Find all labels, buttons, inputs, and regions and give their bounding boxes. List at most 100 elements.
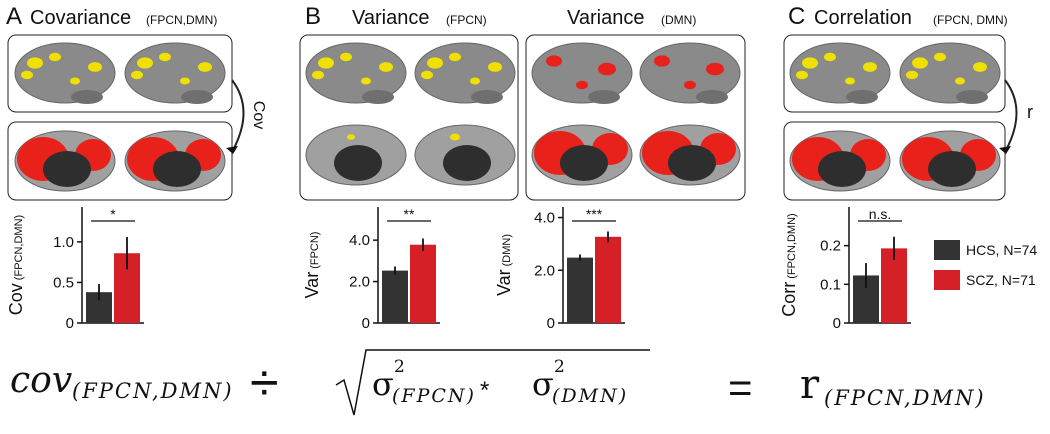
y-axis-label-sub: (FPCN,DMN)	[13, 215, 25, 280]
brain-core	[443, 145, 491, 181]
activation-blob	[340, 52, 352, 62]
panel-subtitle: (FPCN, DMN)	[933, 13, 1008, 27]
arrow-label: Cov	[250, 101, 267, 129]
activation-blob	[824, 52, 836, 62]
panel-subtitle: (FPCN)	[446, 13, 487, 27]
bar	[881, 248, 907, 323]
legend-label: SCZ, N=71	[966, 272, 1036, 288]
activation-blob	[546, 55, 562, 67]
significance-label: ***	[586, 206, 603, 222]
y-axis-label-main: Cov	[6, 283, 26, 315]
y-tick-label: 1.0	[53, 234, 74, 251]
legend: HCS, N=74 SCZ, N=71	[934, 240, 1037, 290]
activation-blob	[470, 77, 480, 85]
panel-letter: C	[788, 3, 805, 30]
brain-cerebellum	[846, 90, 878, 104]
activation-blob	[198, 62, 212, 72]
y-tick-label: 2.0	[534, 262, 555, 279]
activation-blob	[88, 62, 102, 72]
activation-blob	[863, 62, 877, 72]
brain-core	[668, 145, 716, 181]
panel-title: Correlation	[814, 7, 912, 29]
charts: 0 0.5 1.0 Cov (FPCN,DMN) * 0 2.0 4.0 Var (FPCN) ** 0…	[6, 206, 911, 332]
brain-cerebellum	[181, 90, 213, 104]
y-axis-label-sub: (FPCN)	[309, 232, 321, 269]
activation-blob	[421, 70, 433, 80]
formula-operator: *	[480, 377, 489, 404]
arrow	[231, 79, 245, 153]
image-boxes	[7, 34, 1018, 201]
activation-blob	[49, 52, 61, 62]
activation-blob	[137, 57, 153, 69]
brain-cerebellum	[696, 90, 728, 104]
panel-letter: A	[6, 3, 22, 30]
activation-blob	[21, 70, 33, 80]
arrow-head	[999, 146, 1011, 154]
activation-blob	[598, 62, 616, 76]
significance-label: n.s.	[869, 206, 892, 222]
y-axis-label: Var (FPCN)	[302, 232, 322, 299]
y-tick-label: 0.2	[820, 238, 841, 255]
image-box	[299, 34, 519, 201]
panel-subtitle: (FPCN,DMN)	[146, 13, 217, 27]
brain-core	[153, 151, 201, 187]
brain-cerebellum	[956, 90, 988, 104]
activation-blob	[70, 77, 80, 85]
y-axis-label-sub: (FPCN,DMN)	[786, 213, 798, 278]
panel-title: Covariance	[30, 7, 131, 29]
formula-subscript: (DMN)	[552, 385, 628, 407]
activation-blob	[318, 57, 334, 69]
y-axis-label-main: Var	[494, 269, 514, 296]
activation-blob	[706, 62, 724, 76]
activation-blob	[934, 52, 946, 62]
formula-superscript: 2	[554, 357, 565, 377]
y-tick-label: 0.1	[820, 276, 841, 293]
y-axis-label-main: Var	[302, 272, 322, 299]
activation-blob	[449, 52, 461, 62]
formula-operator: ÷	[250, 354, 279, 412]
activation-blob	[845, 77, 855, 85]
bar	[595, 236, 621, 323]
y-tick-label: 2.0	[349, 274, 370, 291]
formula-superscript: 2	[394, 357, 405, 377]
panel-title: Variance	[567, 7, 644, 29]
activation-blob	[955, 77, 965, 85]
sqrt-sign	[335, 349, 650, 416]
image-box	[7, 121, 233, 201]
brain-lateral	[414, 42, 516, 104]
brain-lateral	[789, 42, 891, 104]
brain-images	[14, 42, 1001, 192]
brain-cerebellum	[71, 90, 103, 104]
y-tick-label: 0	[362, 315, 370, 332]
y-axis-label: Corr (FPCN,DMN)	[779, 213, 799, 316]
activation-blob	[361, 77, 371, 85]
formula-term: σ	[532, 365, 554, 403]
y-tick-label: 0	[833, 315, 841, 332]
formula-operator: =	[728, 364, 753, 411]
brain-cerebellum	[362, 90, 394, 104]
formula-term: σ	[372, 365, 394, 403]
arrow-head	[226, 146, 238, 154]
brain-lateral	[305, 42, 407, 104]
brain-lateral	[899, 42, 1001, 104]
arrow-label: r	[1027, 102, 1033, 122]
panel-subtitle: (DMN)	[661, 13, 696, 27]
activation-blob	[802, 57, 818, 69]
panel-letter: B	[305, 3, 321, 30]
activation-blob	[312, 70, 324, 80]
titles: A Covariance (FPCN,DMN) B Variance (FPCN…	[6, 3, 1008, 30]
significance-label: *	[110, 206, 116, 222]
arrow	[1004, 79, 1018, 153]
activation-blob	[180, 77, 190, 85]
activation-blob	[576, 80, 588, 90]
image-box	[783, 121, 1006, 201]
y-axis-label: Var (DMN)	[494, 234, 514, 296]
image-box	[7, 34, 233, 113]
activation-blob	[347, 134, 355, 140]
image-box	[525, 34, 746, 201]
brain-core	[334, 145, 382, 181]
y-axis-label: Cov (FPCN,DMN)	[6, 215, 26, 315]
brain-core	[560, 145, 608, 181]
significance-label: **	[404, 206, 415, 222]
activation-blob	[159, 52, 171, 62]
